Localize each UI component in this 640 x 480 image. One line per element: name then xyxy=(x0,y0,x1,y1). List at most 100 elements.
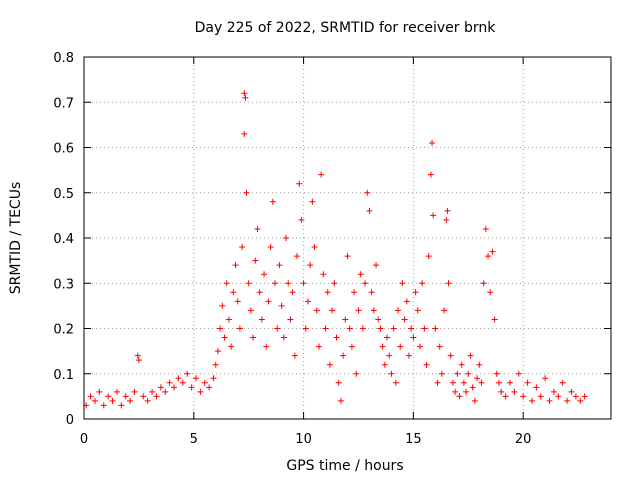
data-point xyxy=(421,325,428,332)
data-point xyxy=(454,370,461,377)
data-point xyxy=(149,388,156,395)
data-point xyxy=(236,325,243,332)
data-point xyxy=(425,253,432,260)
data-point xyxy=(443,216,450,223)
data-point xyxy=(232,262,239,269)
data-point xyxy=(412,289,419,296)
data-point xyxy=(285,280,292,287)
data-point xyxy=(157,384,164,391)
data-point xyxy=(528,397,535,404)
data-point xyxy=(206,384,213,391)
data-point xyxy=(122,393,129,400)
data-point xyxy=(300,280,307,287)
x-tick-label: 10 xyxy=(295,432,312,447)
data-point xyxy=(113,388,120,395)
data-point xyxy=(403,298,410,305)
data-point xyxy=(225,316,232,323)
data-point xyxy=(381,361,388,368)
data-point xyxy=(272,280,279,287)
data-point xyxy=(408,325,415,332)
data-point xyxy=(546,397,553,404)
data-point xyxy=(346,325,353,332)
data-point xyxy=(307,262,314,269)
data-point xyxy=(342,316,349,323)
data-point xyxy=(340,352,347,359)
data-point xyxy=(201,379,208,386)
data-point xyxy=(449,379,456,386)
data-point xyxy=(302,325,309,332)
data-point xyxy=(322,325,329,332)
data-point xyxy=(359,325,366,332)
data-point xyxy=(289,289,296,296)
data-point xyxy=(392,379,399,386)
data-point xyxy=(258,316,265,323)
data-point xyxy=(506,379,513,386)
y-tick-label: 0.2 xyxy=(53,323,74,338)
data-point xyxy=(419,280,426,287)
data-point xyxy=(410,334,417,341)
data-point xyxy=(131,388,138,395)
data-point xyxy=(293,253,300,260)
data-point xyxy=(291,352,298,359)
data-point xyxy=(254,225,261,232)
data-point xyxy=(559,379,566,386)
data-point xyxy=(197,388,204,395)
data-point xyxy=(324,289,331,296)
data-point xyxy=(105,393,112,400)
data-point xyxy=(469,384,476,391)
data-point xyxy=(377,325,384,332)
data-point xyxy=(498,388,505,395)
data-point xyxy=(502,393,509,400)
data-point xyxy=(276,262,283,269)
axis-ticks xyxy=(83,56,611,420)
data-point xyxy=(416,343,423,350)
data-point xyxy=(309,198,316,205)
y-tick-label: 0.3 xyxy=(53,277,74,292)
data-point xyxy=(241,130,248,137)
data-point xyxy=(91,397,98,404)
data-point xyxy=(581,393,588,400)
x-tick-label: 0 xyxy=(80,432,88,447)
data-point xyxy=(109,397,116,404)
y-tick-label: 0.7 xyxy=(53,96,74,111)
data-point xyxy=(243,189,250,196)
y-tick-label: 0.4 xyxy=(53,232,74,247)
data-point xyxy=(366,207,373,214)
data-point xyxy=(564,397,571,404)
data-point xyxy=(351,289,358,296)
data-point xyxy=(452,388,459,395)
data-point xyxy=(373,262,380,269)
data-point xyxy=(489,248,496,255)
data-point xyxy=(329,307,336,314)
data-point xyxy=(524,379,531,386)
data-point xyxy=(386,352,393,359)
grid xyxy=(84,57,611,419)
data-point xyxy=(221,334,228,341)
data-point xyxy=(432,325,439,332)
data-point xyxy=(212,361,219,368)
data-point xyxy=(430,212,437,219)
data-point xyxy=(100,402,107,409)
data-point xyxy=(135,357,142,364)
data-point xyxy=(390,325,397,332)
data-point xyxy=(267,244,274,251)
data-point xyxy=(577,397,584,404)
data-point xyxy=(333,334,340,341)
y-tick-labels: 0 0.1 0.2 0.3 0.4 0.5 0.6 0.7 0.8 xyxy=(53,51,74,428)
data-point xyxy=(217,325,224,332)
y-axis-label: SRMTID / TECUs xyxy=(8,182,24,295)
data-point xyxy=(175,375,182,382)
data-point xyxy=(228,343,235,350)
data-point xyxy=(471,397,478,404)
data-point xyxy=(537,393,544,400)
data-point xyxy=(223,280,230,287)
data-point xyxy=(274,325,281,332)
data-point xyxy=(467,352,474,359)
data-point xyxy=(304,298,311,305)
data-point xyxy=(234,298,241,305)
data-point xyxy=(458,361,465,368)
data-point xyxy=(171,384,178,391)
data-point xyxy=(348,343,355,350)
